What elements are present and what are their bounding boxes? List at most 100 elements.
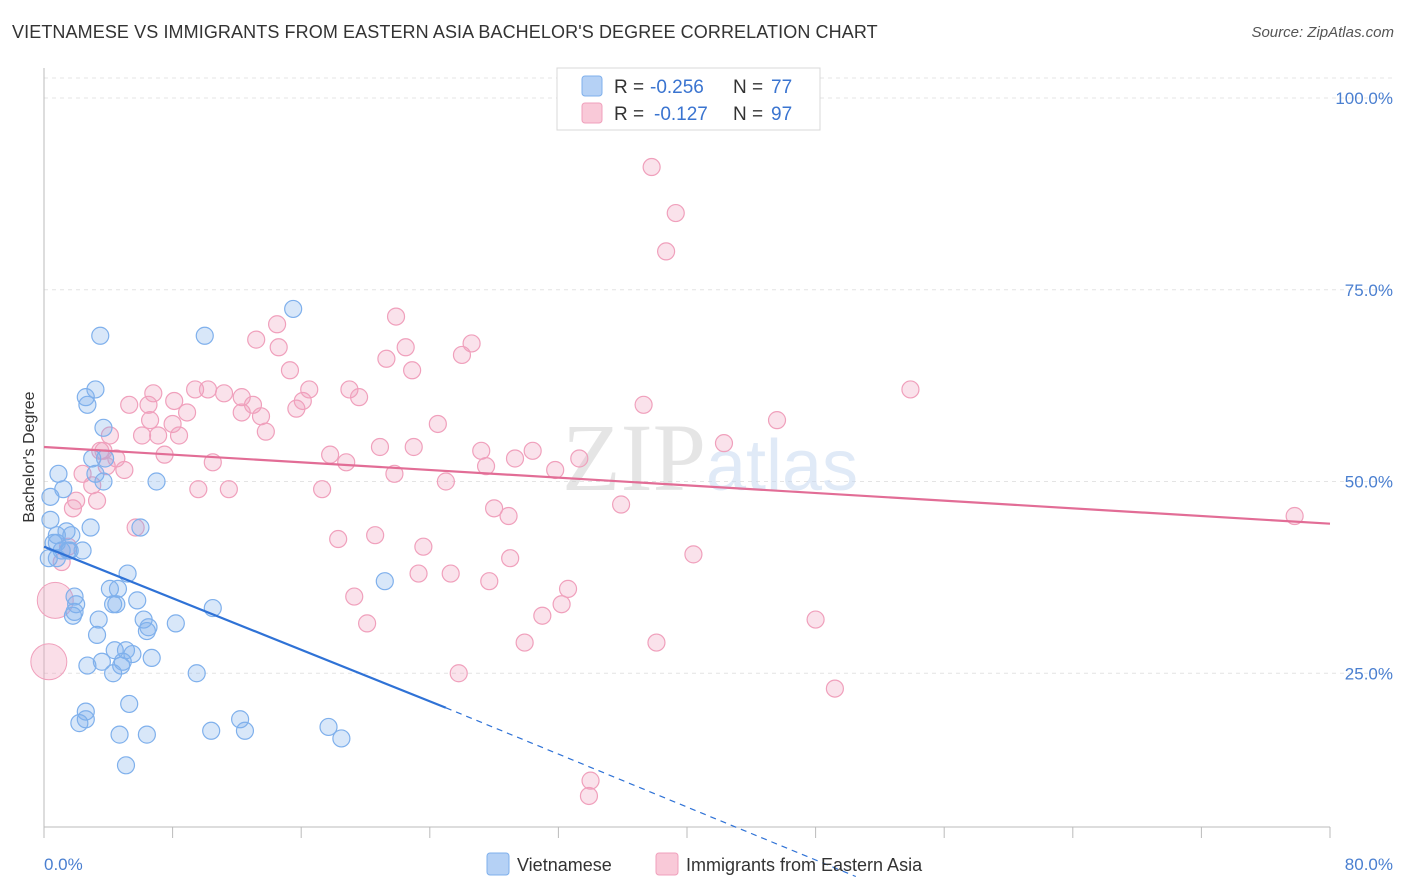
vietnamese-point: [147, 472, 166, 491]
immigrants-point: [647, 633, 666, 652]
immigrants-point: [714, 434, 734, 453]
trend-line-vietnamese-extension: [445, 707, 857, 878]
legend-r-value-1: -0.256: [650, 77, 704, 98]
series-vietnamese: [39, 299, 394, 775]
immigrants-point: [552, 595, 571, 614]
vietnamese-point: [131, 518, 150, 537]
bottom-legend-label-immigrants: Immigrants from Eastern Asia: [686, 855, 923, 875]
vietnamese-point: [86, 380, 105, 399]
immigrants-point: [634, 395, 653, 414]
immigrants-point: [684, 545, 703, 564]
legend-swatch-vietnamese: [581, 75, 603, 97]
immigrants-point: [501, 549, 520, 568]
immigrants-point: [449, 664, 468, 683]
immigrants-point: [403, 361, 422, 380]
vietnamese-point: [65, 587, 84, 606]
vietnamese-point: [110, 725, 129, 744]
immigrants-point: [441, 564, 460, 583]
vietnamese-point: [76, 702, 95, 721]
immigrants-large-point: [36, 581, 74, 619]
immigrants-point: [329, 529, 348, 549]
immigrants-point: [247, 330, 266, 349]
immigrants-point: [386, 307, 406, 326]
legend-r-label-1: R =: [614, 77, 644, 98]
vietnamese-point: [113, 652, 132, 671]
immigrants-point: [414, 537, 433, 556]
vietnamese-point: [319, 717, 338, 737]
immigrants-point: [214, 384, 234, 403]
immigrants-point: [581, 771, 600, 790]
immigrants-point: [480, 572, 499, 591]
gridlines: [44, 77, 1392, 674]
vietnamese-point: [78, 395, 97, 414]
immigrants-point: [67, 491, 86, 510]
x-tick-label-max: 80.0%: [1345, 855, 1393, 874]
vietnamese-point: [142, 648, 161, 668]
immigrants-point: [579, 786, 599, 806]
immigrants-point: [428, 414, 447, 434]
immigrants-point: [312, 480, 332, 499]
vietnamese-point: [195, 326, 214, 345]
chart-title: VIETNAMESE VS IMMIGRANTS FROM EASTERN AS…: [12, 22, 878, 42]
immigrants-point: [404, 437, 423, 457]
series-immigrants-eastern-asia: [30, 157, 1304, 806]
immigrants-point: [642, 157, 661, 177]
vietnamese-point: [166, 614, 185, 633]
vietnamese-point: [137, 725, 156, 744]
immigrants-point: [140, 411, 160, 430]
immigrants-point: [293, 391, 312, 411]
bottom-legend-swatch-immigrants: [655, 852, 679, 876]
immigrants-point: [462, 334, 481, 353]
immigrants-point: [767, 411, 787, 430]
immigrants-point: [349, 388, 369, 407]
immigrants-point: [256, 422, 275, 441]
immigrants-point: [409, 564, 428, 583]
immigrants-point: [337, 453, 356, 472]
watermark-text: ZIPatlas: [562, 404, 858, 511]
vietnamese-point: [91, 326, 110, 345]
vietnamese-point: [202, 721, 221, 740]
immigrants-point: [189, 480, 208, 499]
immigrants-point: [358, 614, 377, 633]
immigrants-point: [485, 499, 504, 518]
immigrants-point: [385, 464, 404, 483]
immigrants-point: [177, 403, 197, 422]
watermark: ZIPatlas: [562, 404, 858, 511]
immigrants-point: [533, 606, 552, 625]
x-tick-label-min: 0.0%: [44, 855, 83, 874]
trend-lines: [43, 445, 1331, 878]
immigrants-point: [126, 518, 145, 537]
immigrants-point: [169, 426, 189, 445]
immigrants-point: [165, 391, 184, 411]
vietnamese-point: [139, 618, 158, 637]
y-tick-label-50: 50.0%: [1345, 473, 1393, 492]
immigrants-point: [472, 441, 491, 460]
stats-legend: R = -0.256 N = 77 R = -0.127 N = 97: [556, 67, 821, 131]
immigrants-point: [115, 460, 134, 480]
vietnamese-point: [81, 518, 100, 537]
immigrants-point: [436, 472, 455, 491]
vietnamese-point: [41, 510, 60, 529]
immigrants-point: [476, 457, 496, 476]
bottom-legend-label-vietnamese: Vietnamese: [517, 855, 612, 875]
immigrants-point: [267, 315, 287, 334]
vietnamese-point: [235, 721, 255, 740]
vietnamese-point: [123, 644, 142, 664]
immigrants-point: [321, 445, 340, 464]
vietnamese-point: [107, 595, 126, 614]
source-label: Source: ZipAtlas.com: [1251, 24, 1394, 41]
vietnamese-point: [73, 541, 92, 560]
vietnamese-point: [94, 418, 113, 437]
immigrants-point: [280, 361, 300, 380]
vietnamese-point: [54, 480, 73, 499]
immigrants-point: [657, 242, 676, 261]
immigrants-point: [806, 610, 825, 629]
immigrants-large-point: [30, 643, 68, 681]
trend-line-immigrants: [43, 445, 1331, 525]
vietnamese-point: [78, 656, 97, 675]
immigrants-point: [499, 506, 518, 526]
immigrants-point: [396, 338, 415, 357]
vietnamese-point: [95, 449, 115, 468]
legend-n-value-1: 77: [771, 77, 792, 98]
vietnamese-point: [87, 625, 107, 645]
